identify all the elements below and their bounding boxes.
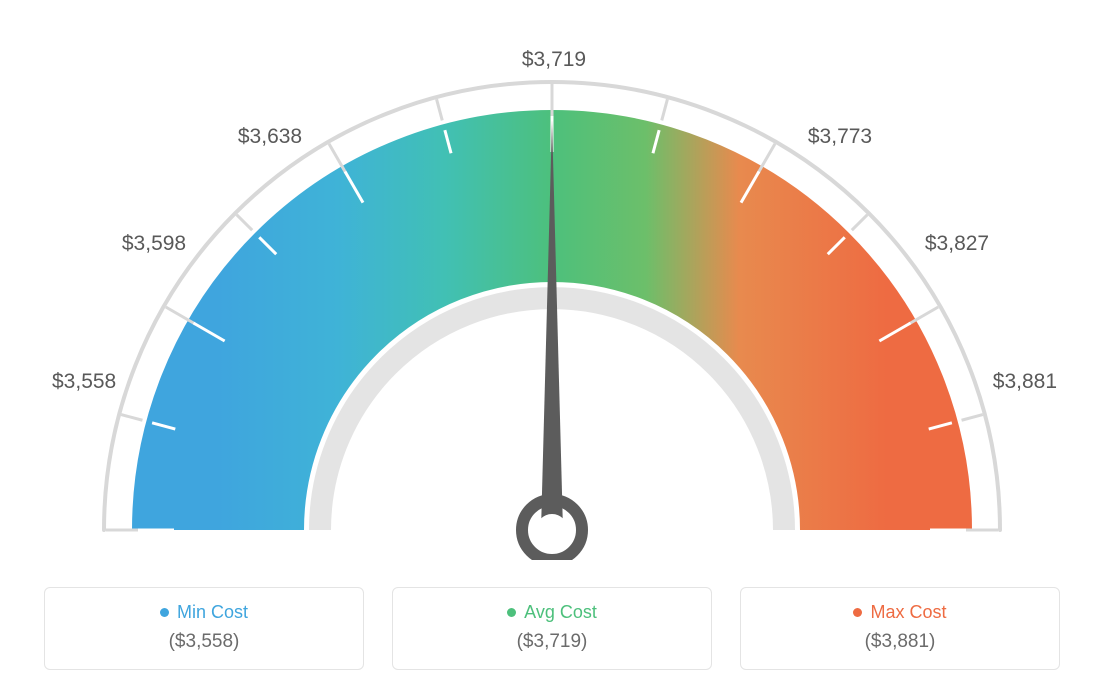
legend-label-row: Min Cost <box>63 602 345 623</box>
legend-value-avg: ($3,719) <box>411 631 693 653</box>
legend-label-row: Avg Cost <box>411 602 693 623</box>
gauge-tick-label: $3,881 <box>993 370 1057 394</box>
legend-label-min: Min Cost <box>177 602 248 623</box>
legend-row: Min Cost ($3,558) Avg Cost ($3,719) Max … <box>44 587 1060 670</box>
legend-card-min: Min Cost ($3,558) <box>44 587 364 670</box>
gauge-tick-label: $3,638 <box>238 125 302 149</box>
gauge-svg <box>52 40 1052 560</box>
gauge-tick-label: $3,827 <box>925 232 989 256</box>
legend-label-avg: Avg Cost <box>524 602 597 623</box>
gauge-tick-label: $3,719 <box>522 48 586 72</box>
gauge-tick-label: $3,598 <box>122 232 186 256</box>
gauge-tick-label: $3,773 <box>808 125 872 149</box>
legend-card-max: Max Cost ($3,881) <box>740 587 1060 670</box>
legend-label-max: Max Cost <box>870 602 946 623</box>
legend-dot-max <box>853 608 862 617</box>
legend-value-min: ($3,558) <box>63 631 345 653</box>
legend-dot-min <box>160 608 169 617</box>
gauge-tick-label: $3,558 <box>52 370 116 394</box>
legend-card-avg: Avg Cost ($3,719) <box>392 587 712 670</box>
legend-label-row: Max Cost <box>759 602 1041 623</box>
gauge-chart: $3,558$3,598$3,638$3,719$3,773$3,827$3,8… <box>52 40 1052 560</box>
legend-value-max: ($3,881) <box>759 631 1041 653</box>
legend-dot-avg <box>507 608 516 617</box>
